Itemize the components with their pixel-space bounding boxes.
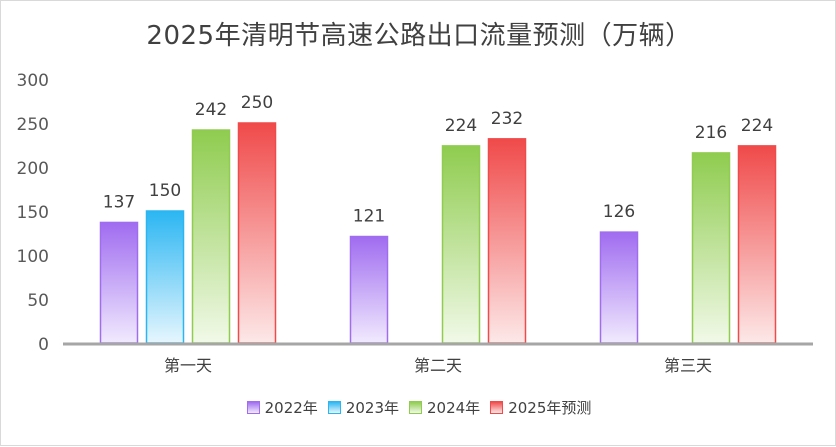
bar	[691, 152, 731, 344]
bar	[99, 221, 139, 344]
bar	[441, 145, 481, 344]
y-tick-label: 300	[17, 71, 49, 91]
data-label: 216	[695, 123, 727, 143]
bars: 137 150 242 250 121 224 232 126 216 224	[99, 93, 777, 344]
data-label: 126	[603, 202, 635, 222]
data-label: 121	[353, 207, 385, 227]
bar	[145, 210, 185, 344]
legend-swatch	[246, 401, 260, 414]
legend-swatch	[327, 401, 341, 414]
legend-label: 2024年	[427, 399, 481, 417]
x-category-label: 第一天	[164, 356, 212, 375]
bar	[737, 145, 777, 344]
legend-swatch	[409, 401, 422, 414]
bar	[237, 122, 277, 344]
data-label: 224	[741, 116, 773, 136]
data-label: 150	[149, 181, 181, 201]
legend-label: 2022年	[264, 399, 318, 417]
legend-swatch	[490, 401, 504, 414]
y-tick-label: 50	[27, 291, 49, 311]
y-tick-label: 200	[17, 159, 49, 179]
data-label: 250	[241, 93, 273, 113]
legend: 2022年 2023年 2024年 2025年预测	[1, 397, 836, 418]
legend-label: 2025年预测	[508, 399, 592, 417]
legend-label: 2023年	[345, 399, 399, 417]
chart-title: 2025年清明节高速公路出口流量预测（万辆）	[146, 21, 692, 51]
y-axis-ticks: 0 50 100 150 200 250 300	[17, 71, 49, 355]
data-label: 224	[445, 116, 477, 136]
data-label: 232	[491, 109, 523, 129]
x-category-label: 第三天	[664, 356, 712, 375]
legend-item: 2024年	[409, 397, 480, 418]
x-axis: 第一天 第二天 第三天	[63, 342, 813, 375]
legend-item: 2025年预测	[490, 397, 591, 418]
data-label: 137	[103, 192, 135, 212]
y-tick-label: 100	[17, 247, 49, 267]
legend-item: 2023年	[327, 397, 399, 418]
bar	[191, 129, 231, 344]
y-tick-label: 250	[17, 115, 49, 135]
data-label: 242	[195, 100, 227, 120]
x-category-label: 第二天	[414, 356, 462, 375]
legend-item: 2022年	[246, 397, 318, 418]
y-tick-label: 0	[38, 335, 49, 355]
bar	[487, 138, 527, 344]
bar	[599, 231, 639, 344]
bar	[349, 235, 389, 344]
y-tick-label: 150	[17, 203, 49, 223]
